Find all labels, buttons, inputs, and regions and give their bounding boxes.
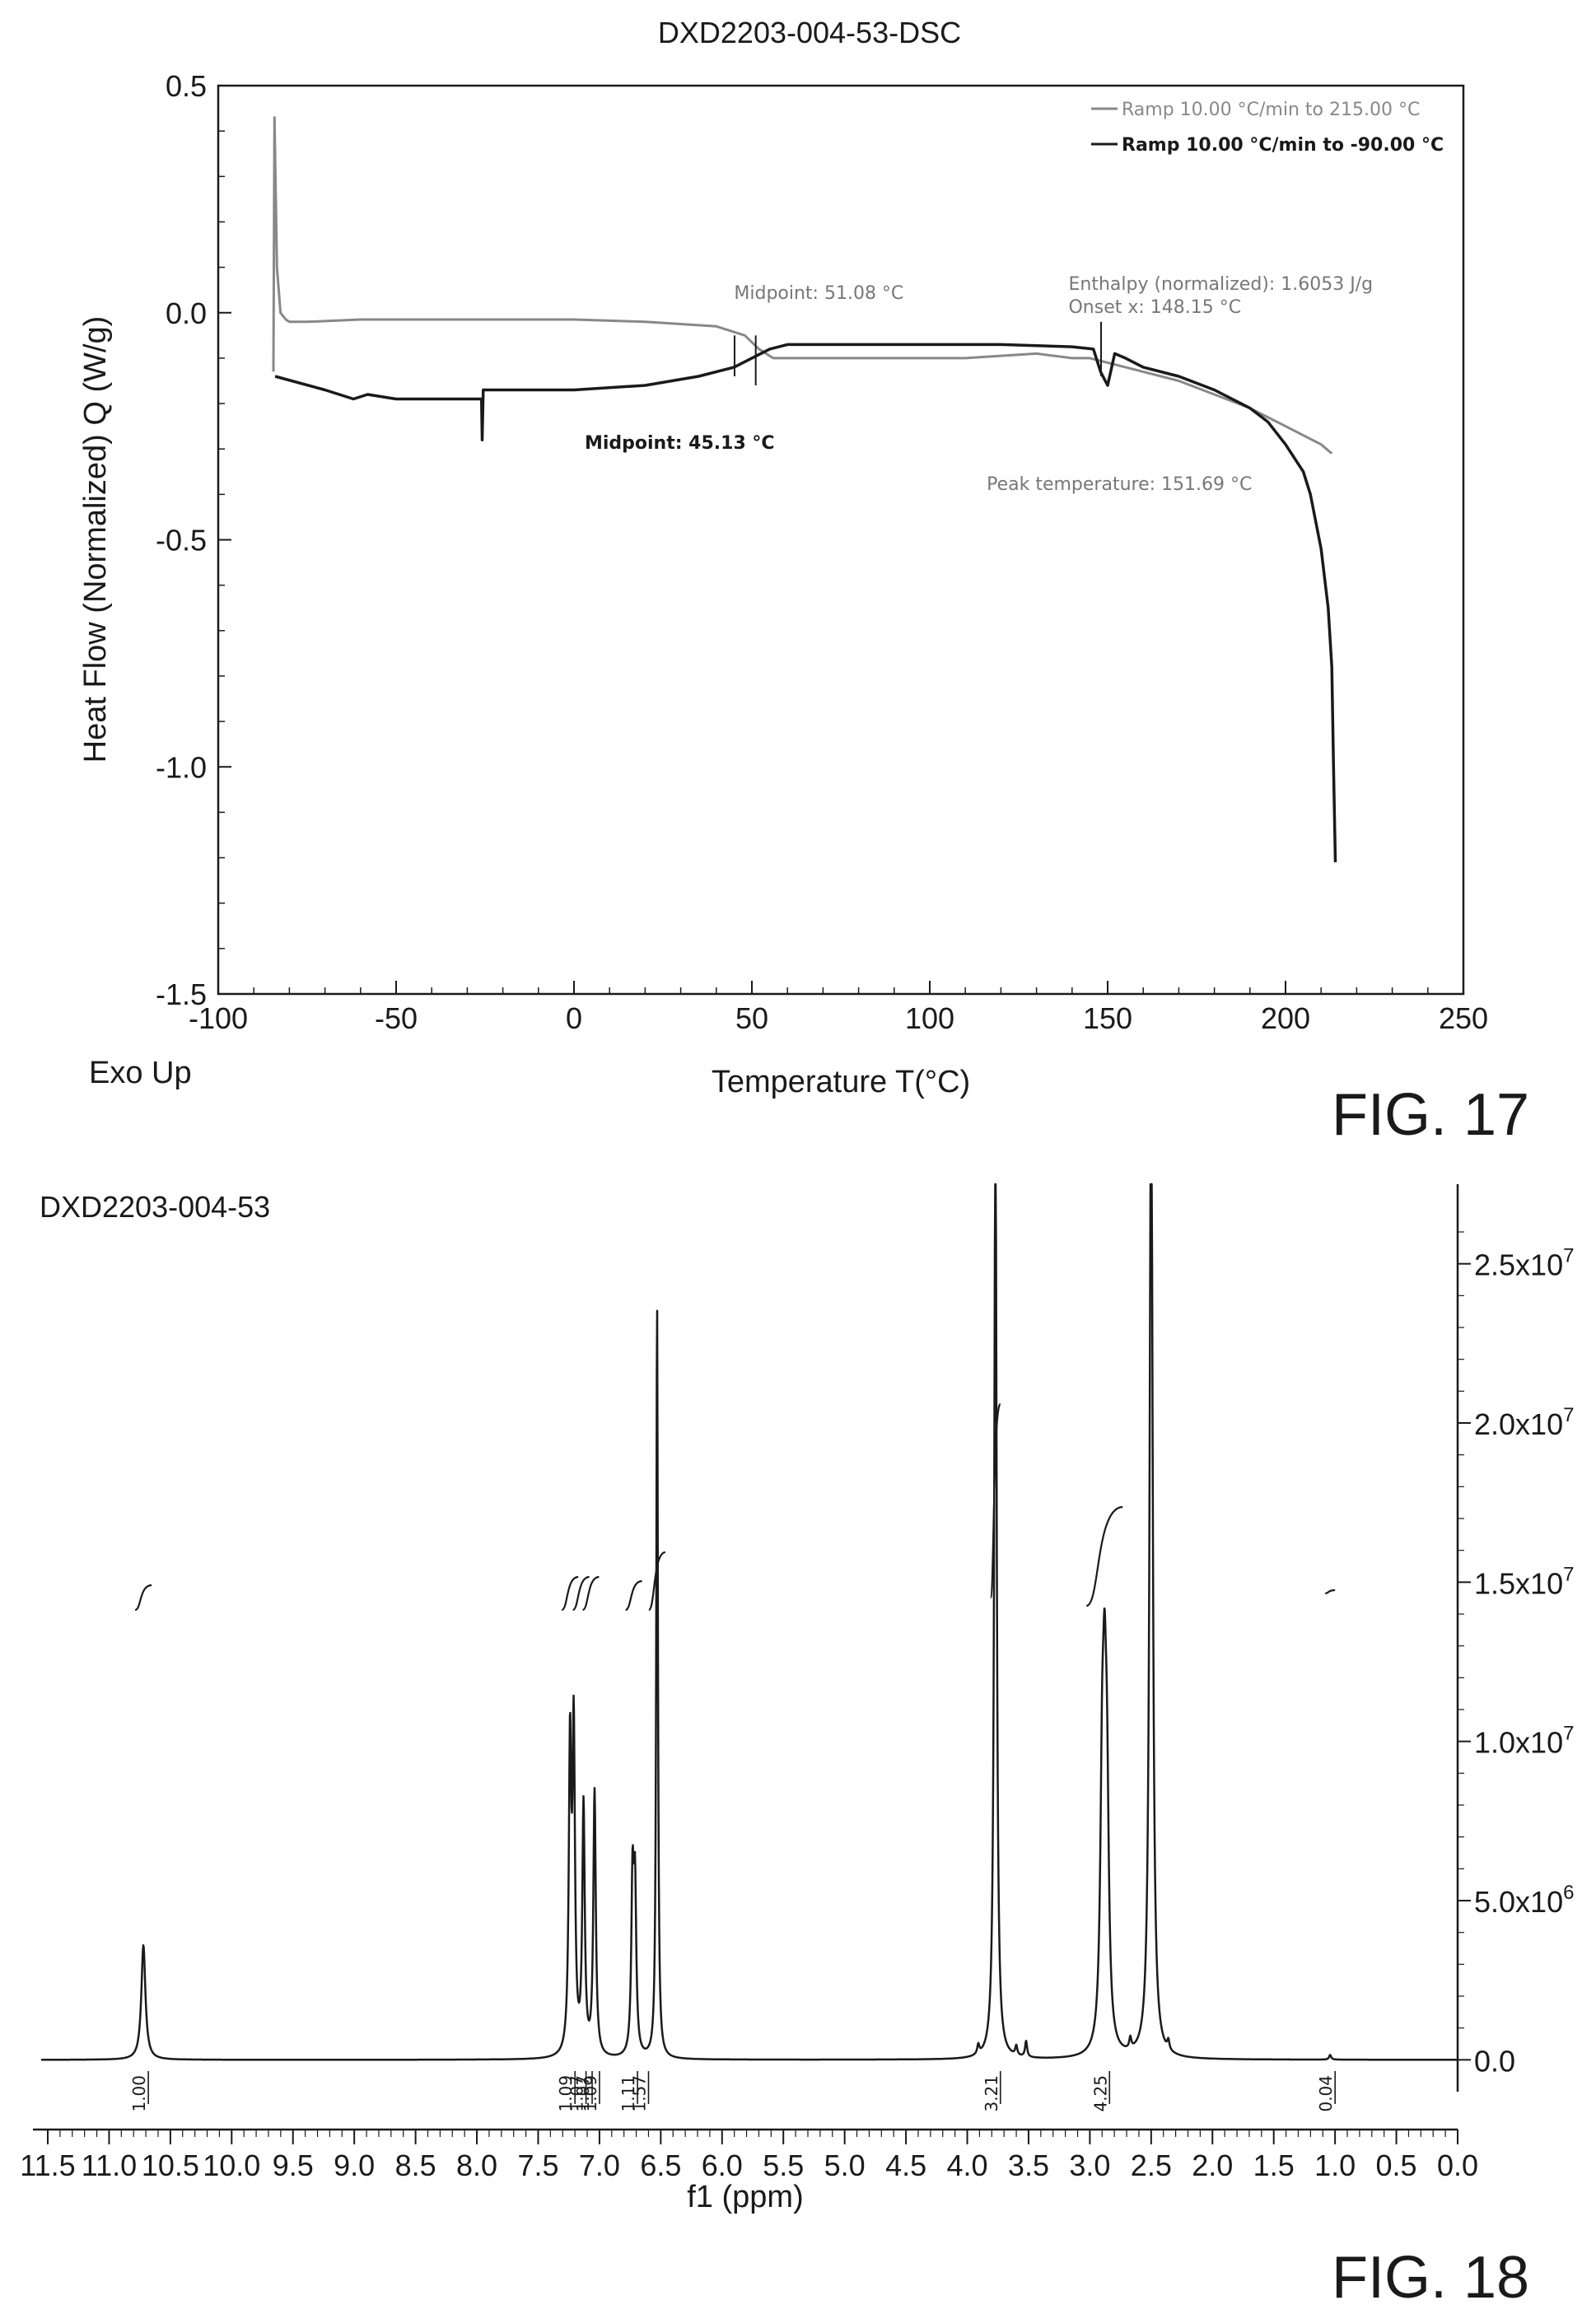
- nmr-integral-label: 1.57: [630, 2075, 650, 2112]
- nmr-x-tick-label: 0.0: [1437, 2148, 1478, 2182]
- dsc-x-tick-label: 200: [1261, 1001, 1310, 1035]
- fig-17-label: FIG. 17: [1332, 1082, 1529, 1148]
- nmr-x-tick-label: 2.5: [1131, 2148, 1172, 2182]
- nmr-integral-label: 1.11: [618, 2075, 638, 2112]
- nmr-x-tick-label: 0.5: [1376, 2148, 1417, 2182]
- nmr-integral-curve: [1085, 1505, 1123, 1607]
- nmr-integral-curve: [581, 1575, 600, 1612]
- dsc-y-tick-label: -1.5: [156, 977, 207, 1011]
- nmr-y-tick-label: 1.0x107: [1474, 1723, 1574, 1760]
- nmr-integral-label: 3.21: [982, 2075, 1001, 2112]
- nmr-integral-label: 0.04: [1316, 2075, 1336, 2112]
- nmr-spectrum-line: [40, 1183, 1458, 2061]
- dsc-x-axis: -100 -50 0 50 100 150 200 250: [189, 981, 1488, 1035]
- dsc-x-axis-label: Temperature T(°C): [712, 1065, 970, 1099]
- dsc-plot-frame: [217, 84, 1465, 996]
- dsc-x-tick-label: 150: [1083, 1001, 1132, 1035]
- dsc-series-cooling-line: [274, 343, 1337, 863]
- nmr-x-tick-label: 9.5: [273, 2148, 314, 2182]
- dsc-x-tick-label: -50: [375, 1001, 418, 1035]
- dsc-title: DXD2203-004-53-DSC: [658, 16, 961, 49]
- dsc-annotations: Midpoint: 51.08 °C Midpoint: 45.13 °C Enth…: [585, 274, 1373, 495]
- nmr-x-tick-label: 11.0: [82, 2148, 137, 2182]
- dsc-series-group: [272, 116, 1337, 863]
- nmr-integral-curve: [647, 1551, 666, 1612]
- nmr-x-tick-label: 7.0: [579, 2148, 620, 2182]
- nmr-integral-label: 1.00: [129, 2075, 149, 2112]
- nmr-integral-curve: [561, 1575, 579, 1612]
- dsc-legend: Ramp 10.00 °C/min to 215.00 °C Ramp 10.0…: [1091, 100, 1444, 156]
- fig-18-label: FIG. 18: [1332, 2245, 1529, 2311]
- nmr-x-tick-label: 6.5: [640, 2148, 681, 2182]
- nmr-title: DXD2203-004-53: [40, 1190, 270, 1224]
- dsc-x-tick-label: 0: [566, 1001, 582, 1035]
- nmr-integral-curve: [572, 1575, 590, 1612]
- nmr-integral-label: 1.09: [581, 2075, 600, 2112]
- nmr-integral-curve: [1325, 1589, 1336, 1595]
- dsc-exo-up-label: Exo Up: [89, 1056, 192, 1090]
- dsc-y-axis-label: Heat Flow (Normalized) Q (W/g): [78, 316, 113, 763]
- dsc-annotation: Enthalpy (normalized): 1.6053 J/g: [1068, 274, 1373, 295]
- nmr-x-tick-label: 3.0: [1069, 2148, 1110, 2182]
- dsc-y-tick-label: -1.0: [156, 750, 207, 784]
- dsc-x-tick-label: 100: [905, 1001, 954, 1035]
- dsc-annotation: Onset x: 148.15 °C: [1068, 297, 1241, 318]
- dsc-y-tick-label: -0.5: [156, 524, 207, 558]
- nmr-x-tick-label: 2.0: [1192, 2148, 1233, 2182]
- nmr-x-tick-label: 11.5: [20, 2148, 75, 2182]
- nmr-x-tick-label: 7.5: [517, 2148, 558, 2182]
- dsc-legend-entry-1: Ramp 10.00 °C/min to 215.00 °C: [1122, 100, 1420, 120]
- nmr-spectrum: [40, 1183, 1458, 2061]
- nmr-integrals: 1.00 1.091.071.071.09 1.111.57 3.21 4.25 0.04: [129, 2071, 1336, 2112]
- nmr-y-tick-label: 5.0x106: [1474, 1882, 1574, 1919]
- nmr-x-tick-label: 10.5: [142, 2148, 199, 2182]
- nmr-y-tick-label: 1.5x107: [1474, 1563, 1574, 1600]
- nmr-y-tick-label: 2.5x107: [1474, 1245, 1574, 1282]
- nmr-x-tick-label: 5.5: [763, 2148, 804, 2182]
- dsc-annotation: Midpoint: 51.08 °C: [734, 283, 903, 304]
- nmr-integral-curve: [134, 1584, 152, 1612]
- nmr-x-tick-label: 10.0: [203, 2148, 260, 2182]
- nmr-integral-label: 1.07: [573, 2075, 593, 2112]
- dsc-y-axis: 0.5 0.0 -0.5 -1.0 -1.5: [156, 69, 231, 1011]
- nmr-x-tick-label: 6.0: [702, 2148, 743, 2182]
- dsc-y-tick-label: 0.0: [166, 296, 207, 330]
- dsc-annotation: Peak temperature: 151.69 °C: [987, 474, 1252, 495]
- nmr-y-tick-label: 0.0: [1474, 2044, 1515, 2078]
- nmr-integral-label: 1.09: [556, 2075, 576, 2112]
- dsc-y-tick-label: 0.5: [166, 69, 207, 103]
- dsc-x-tick-label: 250: [1439, 1001, 1488, 1035]
- dsc-x-tick-label: -100: [189, 1001, 248, 1035]
- dsc-chart: DXD2203-004-53-DSC -100 -50 0 50 100 150 200 25…: [78, 16, 1529, 1148]
- nmr-y-tick-label: 2.0x107: [1474, 1404, 1574, 1441]
- nmr-chart: DXD2203-004-53 11.5 11.0 10.5 10.0 9.5 9.0 8.5…: [20, 1183, 1574, 2311]
- nmr-x-axis-label: f1 (ppm): [687, 2180, 803, 2214]
- nmr-x-tick-label: 3.5: [1008, 2148, 1049, 2182]
- nmr-x-tick-label: 5.0: [824, 2148, 866, 2182]
- dsc-legend-entry-2: Ramp 10.00 °C/min to -90.00 °C: [1122, 135, 1444, 156]
- nmr-x-tick-label: 1.5: [1253, 2148, 1295, 2182]
- nmr-integral-curve: [625, 1579, 642, 1612]
- dsc-annotation: Midpoint: 45.13 °C: [585, 433, 775, 454]
- nmr-integral-label: 4.25: [1090, 2075, 1110, 2112]
- nmr-x-tick-label: 8.5: [395, 2148, 436, 2182]
- nmr-x-tick-label: 1.0: [1314, 2148, 1356, 2182]
- nmr-x-tick-label: 4.5: [885, 2148, 926, 2182]
- dsc-series-heating-line: [272, 116, 1333, 455]
- nmr-integral-curve: [989, 1402, 1001, 1599]
- nmr-integral-label: 1.07: [567, 2075, 587, 2112]
- nmr-x-tick-label: 8.0: [456, 2148, 497, 2182]
- dsc-x-tick-label: 50: [735, 1001, 768, 1035]
- nmr-x-axis: 11.5 11.0 10.5 10.0 9.5 9.0 8.5 8.0 7.5 7.0 6.5 6.0…: [20, 2130, 1478, 2182]
- nmr-y-axis: 2.5x107 2.0x107 1.5x107 1.0x107 5.0x106 0.0: [1458, 1231, 1574, 2078]
- nmr-x-tick-label: 4.0: [946, 2148, 987, 2182]
- nmr-x-tick-label: 9.0: [334, 2148, 375, 2182]
